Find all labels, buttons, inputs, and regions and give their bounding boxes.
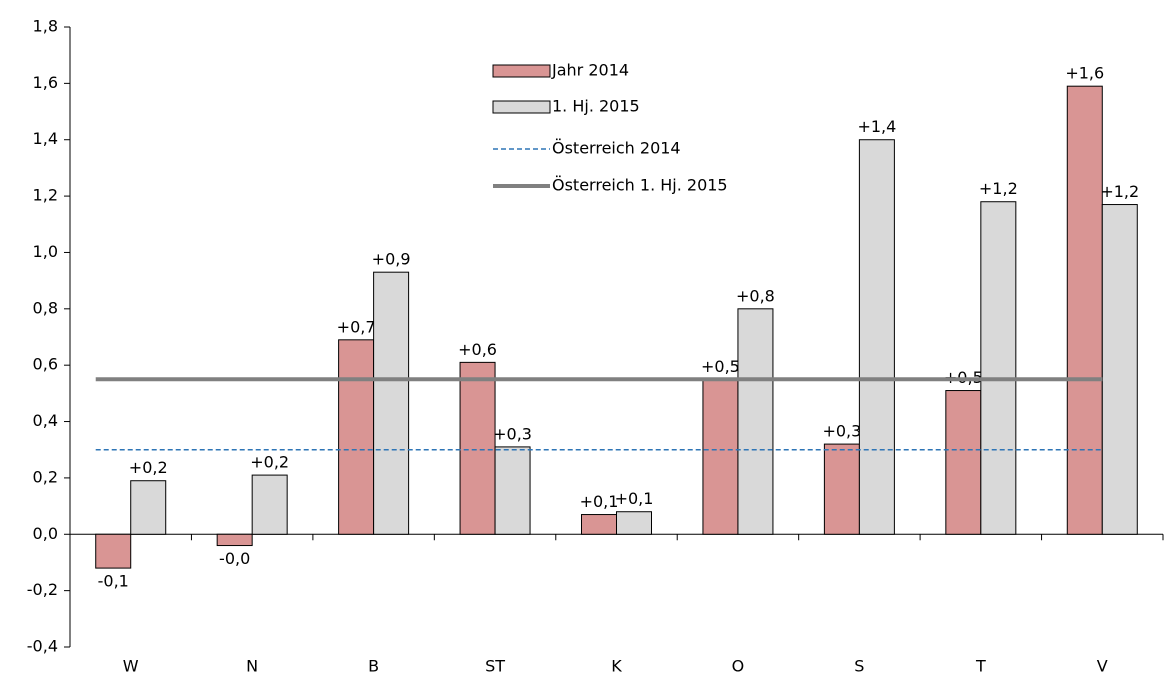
legend-swatch — [492, 100, 551, 114]
legend-label: Österreich 2014 — [552, 139, 681, 158]
y-tick-label: 1,4 — [33, 129, 58, 148]
y-tick-label: 1,0 — [33, 242, 58, 261]
data-label: +1,4 — [857, 117, 896, 136]
legend-label: 1. Hj. 2015 — [552, 97, 640, 116]
bar — [95, 533, 132, 569]
data-label: +0,3 — [493, 424, 532, 443]
data-label: +0,6 — [458, 340, 497, 359]
y-tick-label: -0,4 — [27, 637, 58, 656]
data-label: +0,2 — [250, 453, 289, 472]
bar — [823, 443, 860, 535]
x-tick-label: W — [123, 657, 139, 676]
x-tick-label: ST — [485, 657, 505, 676]
bar — [338, 339, 375, 535]
data-label: -0,0 — [219, 549, 250, 568]
data-label: +1,6 — [1065, 64, 1104, 83]
bar — [581, 514, 617, 535]
bar — [251, 474, 288, 535]
x-tick-label: B — [368, 657, 379, 676]
bar — [858, 139, 895, 535]
data-label: +0,1 — [580, 492, 619, 511]
bar — [1101, 204, 1138, 535]
y-tick-label: 1,8 — [33, 17, 58, 36]
bar — [373, 271, 410, 535]
y-tick-label: 1,2 — [33, 186, 58, 205]
data-label: +0,9 — [372, 250, 411, 269]
y-tick-label: 0,6 — [33, 355, 58, 374]
data-label: +0,8 — [736, 286, 775, 305]
y-tick-label: 0,8 — [33, 298, 58, 317]
x-tick-label: V — [1097, 657, 1108, 676]
y-tick-label: 0,2 — [33, 467, 58, 486]
data-label: +0,1 — [615, 489, 654, 508]
y-tick-label: 0,4 — [33, 411, 58, 430]
data-label: +0,5 — [701, 357, 740, 376]
bar — [737, 308, 774, 535]
legend-label: Österreich 1. Hj. 2015 — [552, 176, 728, 195]
legend-label: Jahr 2014 — [551, 61, 629, 80]
data-label: +0,2 — [129, 458, 168, 477]
y-tick-label: 1,6 — [33, 73, 58, 92]
bar — [494, 446, 531, 535]
x-tick-label: N — [246, 657, 258, 676]
legend-swatch — [492, 64, 551, 78]
y-tick-label: 0,0 — [33, 524, 58, 543]
bar — [130, 480, 167, 535]
data-label: -0,1 — [98, 572, 129, 591]
y-tick-label: -0,2 — [27, 580, 58, 599]
data-label: +0,7 — [337, 317, 376, 336]
bar — [459, 361, 496, 535]
bar — [616, 511, 652, 535]
bar — [216, 533, 253, 547]
bar — [945, 390, 982, 535]
bar — [702, 378, 739, 535]
x-tick-label: O — [732, 657, 745, 676]
data-label: +1,2 — [1100, 182, 1139, 201]
x-tick-label: S — [854, 657, 864, 676]
bar — [1066, 85, 1103, 535]
data-label: +0,3 — [822, 422, 861, 441]
x-tick-label: K — [611, 657, 622, 676]
data-label: +1,2 — [979, 179, 1018, 198]
x-tick-label: T — [975, 657, 986, 676]
bar — [980, 201, 1017, 535]
